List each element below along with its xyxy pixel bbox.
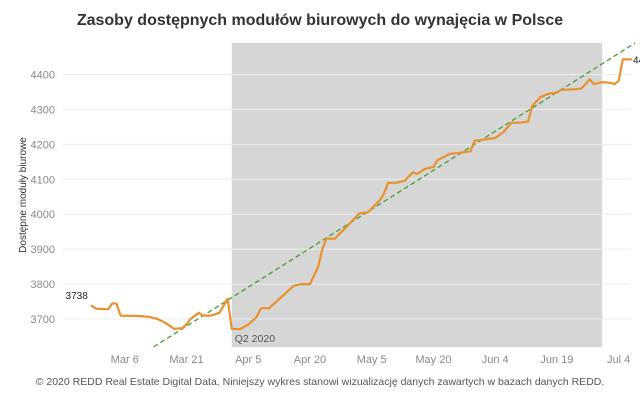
q2-shaded-region bbox=[231, 43, 603, 347]
y-axis-label: Dostępne moduły biurowe bbox=[18, 137, 29, 253]
x-tick-label: Apr 20 bbox=[294, 354, 326, 366]
q2-region-label: Q2 2020 bbox=[235, 333, 275, 345]
end-value-label: 4443 bbox=[633, 55, 640, 66]
copyright-footer: © 2020 REDD Real Estate Digital Data. Ni… bbox=[35, 376, 605, 388]
y-tick-label: 3700 bbox=[31, 314, 55, 326]
x-tick-label: May 5 bbox=[357, 354, 387, 366]
x-tick-label: Jun 19 bbox=[540, 354, 573, 366]
y-tick-label: 4200 bbox=[31, 139, 55, 151]
y-tick-label: 3800 bbox=[31, 279, 55, 291]
x-tick-label: Jun 4 bbox=[482, 354, 509, 366]
x-tick-label: Apr 5 bbox=[235, 354, 261, 366]
x-tick-label: May 20 bbox=[415, 354, 451, 366]
x-tick-label: Mar 21 bbox=[169, 354, 203, 366]
y-tick-label: 4400 bbox=[31, 69, 55, 81]
x-tick-label: Jul 4 bbox=[607, 354, 630, 366]
y-tick-label: 4000 bbox=[31, 209, 55, 221]
chart-title: Zasoby dostępnych modułów biurowych do w… bbox=[76, 12, 564, 29]
y-tick-label: 3900 bbox=[31, 244, 55, 256]
x-tick-label: Mar 6 bbox=[111, 354, 139, 366]
y-tick-label: 4100 bbox=[31, 174, 55, 186]
y-tick-label: 4300 bbox=[31, 104, 55, 116]
start-value-label: 3738 bbox=[66, 291, 89, 302]
series-line bbox=[90, 58, 633, 331]
